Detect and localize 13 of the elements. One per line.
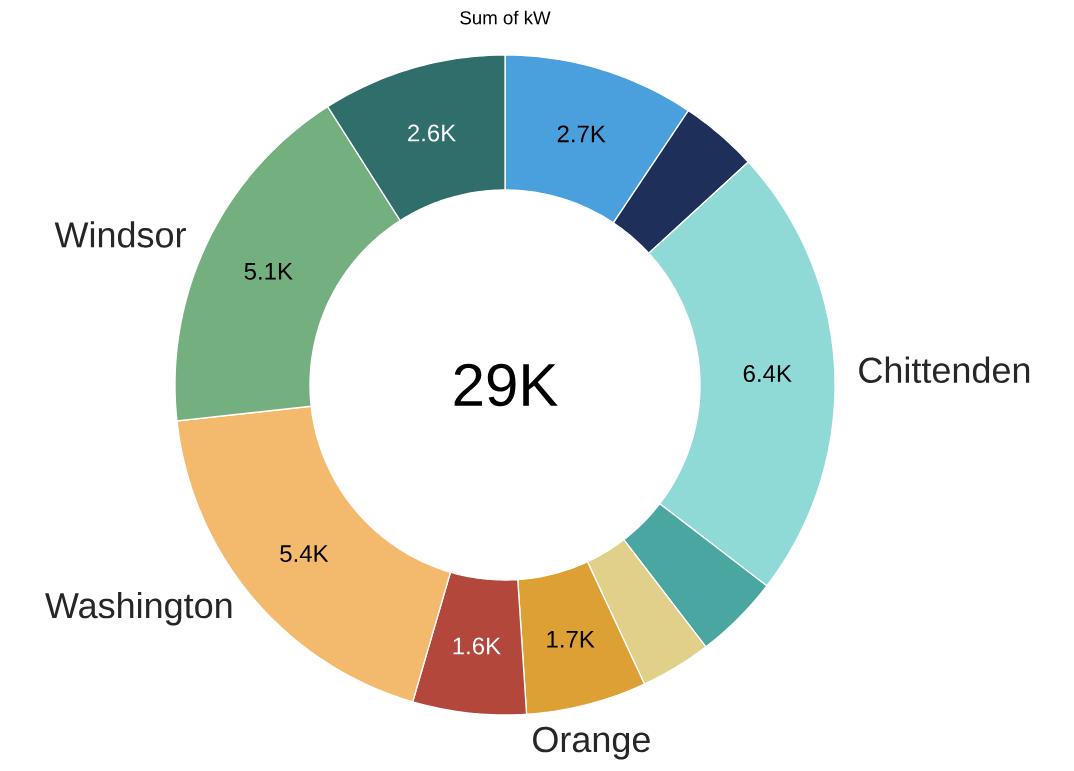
chart-title: Sum of kW (460, 10, 551, 25)
data-label: 2.6K (408, 124, 456, 142)
data-label: 1.6K (453, 637, 501, 655)
data-label: 1.7K (547, 631, 595, 648)
text: 29K (454, 363, 558, 407)
data-label: 6.4K (743, 365, 792, 383)
data-label: 5.4K (280, 545, 329, 563)
data-label: 2.7K (557, 125, 606, 143)
slice-label: Washington (45, 591, 232, 626)
data-label: 5.1K (244, 263, 293, 280)
slice-label: Chittenden (859, 356, 1030, 384)
slice-label: Orange (533, 726, 650, 760)
slice-label: Windsor (54, 221, 186, 248)
